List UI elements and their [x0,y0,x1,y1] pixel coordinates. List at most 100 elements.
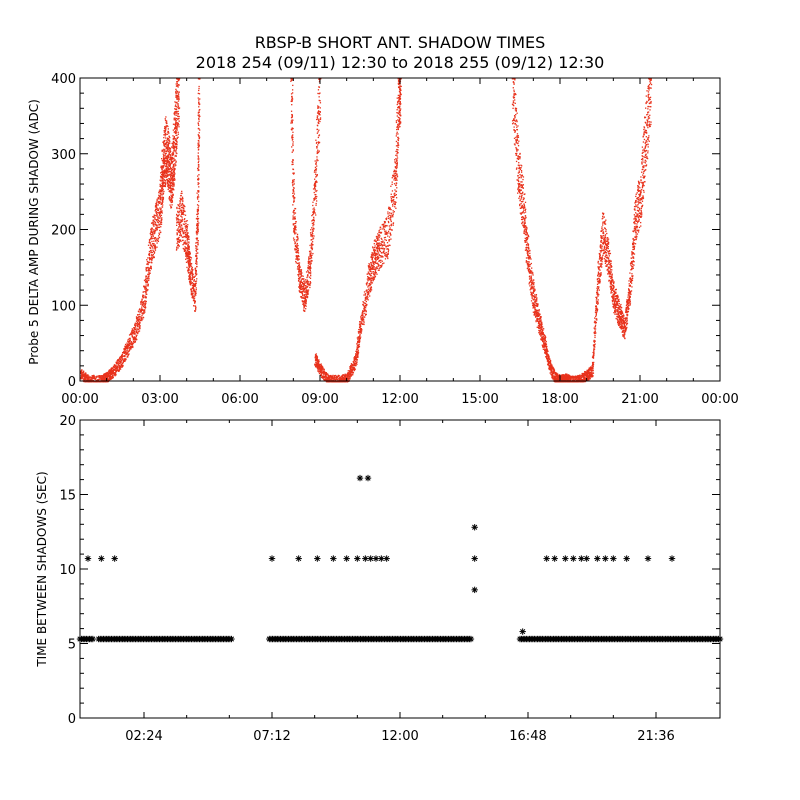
top-data-point [387,217,390,220]
top-data-point [317,359,319,362]
top-data-point [387,211,389,213]
top-data-point [379,255,382,257]
top-data-point [396,159,398,161]
top-data-point [197,146,199,149]
top-data-point [322,377,324,379]
top-data-point [359,340,361,342]
top-data-point [181,197,184,200]
top-data-point [195,307,197,310]
top-data-point [369,288,372,291]
top-data-point [165,139,167,142]
top-data-point [394,174,397,177]
top-data-point [393,200,395,203]
top-data-point [163,182,166,184]
top-data-point [148,239,151,241]
top-data-point [298,265,301,267]
top-data-point [96,381,99,383]
top-data-point [116,367,118,369]
top-data-point [387,230,390,232]
top-data-point [179,208,181,210]
top-data-point [306,296,309,299]
top-data-point [378,264,380,266]
top-data-point [167,140,169,142]
top-data-point [291,98,294,100]
top-data-point [317,92,319,95]
top-data-point [349,376,351,378]
top-data-point [297,251,299,253]
top-data-point [304,288,306,290]
top-panel: 00:00 03:00 06:00 09:00 12:00 15:00 18:00 21:00… [27,72,739,407]
top-data-point [293,183,295,185]
top-data-point [376,247,378,249]
top-data-point [148,259,151,261]
top-data-point [397,107,399,109]
top-data-point [99,381,101,383]
top-data-point [317,131,319,133]
top-data-point [152,216,154,218]
top-data-point [393,174,395,177]
top-data-point [154,205,157,207]
top-data-point [166,167,168,169]
top-data-point [291,136,293,138]
top-data-point [192,276,194,278]
top-data-point [292,190,295,192]
top-data-point [313,222,315,224]
top-data-point [164,160,167,162]
top-data-point [96,375,98,378]
top-data-point [373,263,375,266]
top-data-point [319,114,321,116]
top-data-point [291,114,294,117]
top-data-point [361,320,363,322]
top-data-point [151,227,153,229]
top-data-point [173,144,175,146]
top-data-point [374,240,377,242]
top-data-point [160,174,163,176]
top-data-point [381,241,383,243]
top-data-point [396,161,398,163]
top-data-point [167,180,170,182]
top-data-point [310,250,312,252]
top-data-point [175,161,177,164]
top-data-point [168,168,170,170]
top-data-point [314,173,317,175]
top-data-point [294,218,296,220]
top-data-point [318,129,320,131]
top-data-point [146,278,149,280]
top-data-point [395,172,397,174]
top-data-point [171,188,174,191]
top-data-point [376,253,378,256]
top-data-point [373,276,376,278]
top-data-point [320,365,322,367]
top-data-point [317,115,319,117]
top-data-point [160,209,162,211]
top-data-point [130,333,132,335]
top-data-point [384,222,386,224]
top-data-point [193,291,196,293]
top-data-point [188,258,190,260]
top-data-point [125,358,127,360]
top-data-point [331,378,333,380]
top-data-point [154,249,157,251]
top-data-point [187,243,189,246]
top-data-point [115,367,117,370]
top-data-point [177,112,180,115]
top-data-point [386,248,389,250]
top-data-point [157,211,159,214]
top-data-point [395,207,397,209]
top-data-point [172,164,175,167]
top-data-point [188,264,190,266]
top-data-point [362,318,365,320]
top-data-point [161,159,163,162]
top-data-point [84,378,86,381]
top-data-point [316,128,318,131]
top-data-point [80,376,82,378]
top-data-point [172,172,174,174]
top-data-point [379,267,381,269]
top-data-point [334,377,336,379]
top-data-point [385,255,387,258]
top-data-point [149,270,151,272]
top-data-point [168,139,170,141]
top-data-point [162,153,164,155]
top-data-point [179,225,181,228]
top-data-point [161,186,163,189]
